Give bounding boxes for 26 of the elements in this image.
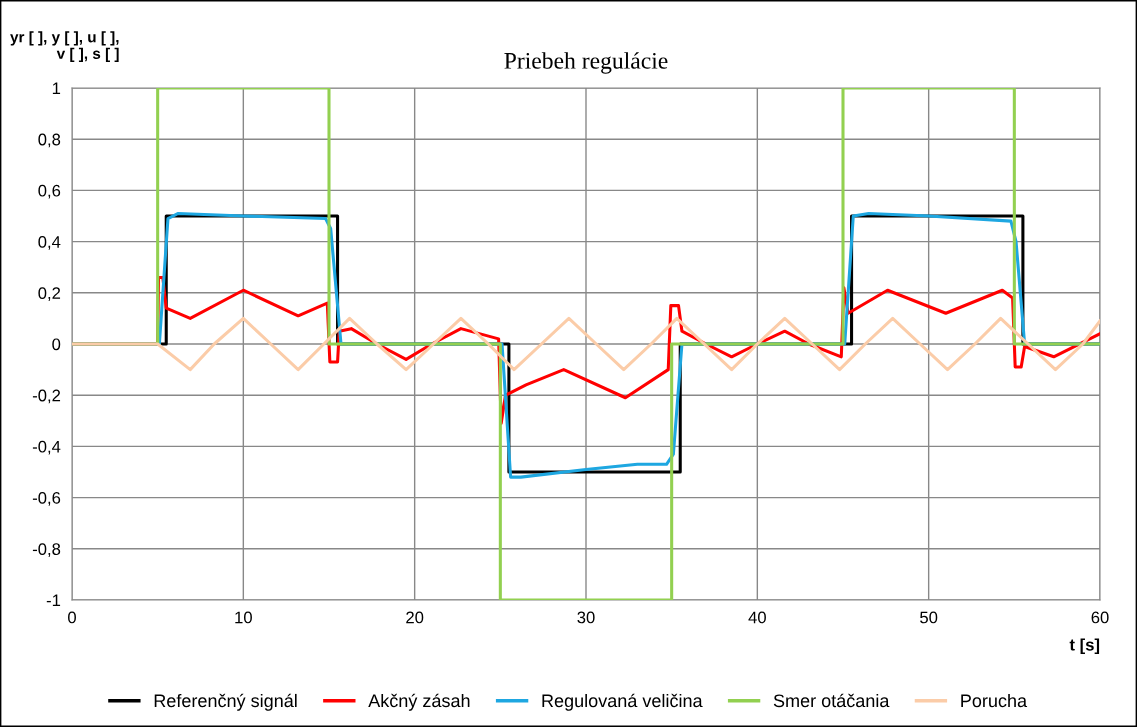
x-axis-title: t [s] — [1069, 638, 1100, 654]
x-tick-label: 60 — [1091, 611, 1109, 624]
y-tick-label: -0,8 — [32, 543, 61, 557]
y-tick-label: 1 — [52, 82, 61, 95]
chart-title: Priebeh regulácie — [504, 52, 668, 74]
y-tick-label: -0,4 — [32, 440, 61, 455]
y-axis-title: yr [ ], y [ ], u [ ], v [ ], s [ ] — [10, 31, 119, 62]
y-tick-label: -0,2 — [32, 389, 61, 404]
x-tick-label: 20 — [406, 611, 424, 624]
x-tick-label: 10 — [235, 611, 252, 624]
y-tick-label: -1 — [46, 594, 61, 607]
x-tick-label: 40 — [748, 611, 766, 624]
y-tick-label: 0,2 — [38, 287, 61, 301]
legend-label: Akčný zásah — [368, 693, 470, 711]
y-tick-label: 0,6 — [38, 184, 61, 199]
x-tick-label: 0 — [68, 611, 76, 624]
legend-label: Porucha — [961, 693, 1028, 708]
y-tick-label: 0,4 — [38, 236, 61, 250]
legend-label: Regulovaná veličina — [542, 693, 703, 711]
x-tick-label: 50 — [920, 611, 938, 624]
x-tick-label: 30 — [577, 611, 595, 624]
y-tick-label: -0,6 — [32, 492, 61, 506]
y-tick-label: 0,8 — [38, 133, 61, 148]
legend-label: Smer otáčania — [773, 693, 890, 708]
y-tick-label: 0 — [52, 338, 61, 351]
legend-label: Referenčný signál — [154, 693, 297, 711]
